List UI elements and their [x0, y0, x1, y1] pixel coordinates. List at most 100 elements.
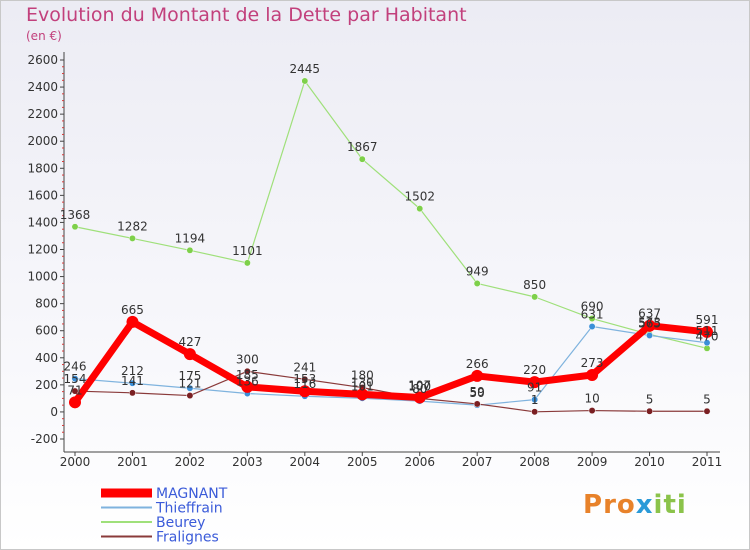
data-label-beurey: 690	[581, 300, 604, 314]
logo-letter: o	[616, 490, 636, 520]
logo-letter: i	[676, 490, 687, 520]
legend-label-thieffrain: Thieffrain	[155, 501, 223, 517]
data-label-beurey: 1867	[347, 140, 378, 154]
data-point-magnant	[643, 319, 656, 332]
data-label-magnant: 665	[121, 303, 144, 317]
x-tick-label: 2002	[175, 455, 206, 469]
x-tick-label: 2006	[404, 455, 435, 469]
y-tick-label: 2600	[27, 53, 58, 67]
data-label-thieffrain: 101	[351, 379, 374, 393]
data-label-magnant: 427	[178, 335, 201, 349]
data-label-beurey: 1194	[175, 231, 206, 245]
data-label-fralignes: 141	[121, 374, 144, 388]
data-label-fralignes: 121	[178, 377, 201, 391]
y-tick-label: 1200	[27, 243, 58, 257]
data-point-magnant	[701, 325, 713, 338]
series-line-magnant	[71, 318, 711, 406]
data-label-magnant: 153	[293, 372, 316, 386]
y-tick-label: 0	[50, 405, 58, 419]
data-label-thieffrain: 50	[470, 386, 485, 400]
x-tick-label: 2010	[634, 455, 665, 469]
data-label-thieffrain: 80	[412, 382, 427, 396]
data-labels: 1368128211941101244518671502949850690573…	[60, 62, 719, 407]
data-point-thieffrain	[703, 339, 711, 347]
y-tick-label: 1000	[27, 270, 58, 284]
data-label-fralignes: 100	[408, 379, 431, 393]
series-line-beurey	[74, 80, 708, 349]
x-tick-label: 2001	[117, 455, 148, 469]
data-label-fralignes: 10	[584, 392, 599, 406]
data-label-beurey: 470	[696, 329, 719, 343]
data-label-fralignes: 1	[531, 393, 539, 407]
data-point-magnant	[471, 369, 484, 382]
data-label-magnant: 637	[638, 307, 661, 321]
data-label-fralignes: 300	[236, 352, 259, 366]
data-label-thieffrain: 212	[121, 364, 144, 378]
data-label-thieffrain: 116	[293, 377, 316, 391]
data-label-thieffrain: 511	[696, 324, 719, 338]
data-label-beurey: 1101	[232, 244, 263, 258]
series-lines	[71, 80, 711, 413]
data-point-beurey	[416, 205, 424, 213]
data-point-magnant	[69, 396, 81, 409]
y-tick-label: 800	[35, 297, 58, 311]
y-tick-label: 400	[35, 351, 58, 365]
legend-label-beurey: Beurey	[156, 515, 205, 531]
data-label-magnant: 130	[351, 375, 374, 389]
data-point-fralignes	[646, 407, 653, 415]
data-point-magnant	[413, 391, 426, 404]
y-tick-label: 600	[35, 324, 58, 338]
data-point-magnant	[586, 368, 599, 381]
data-label-thieffrain: 91	[527, 381, 542, 395]
data-label-magnant: 266	[466, 357, 489, 371]
chart-subtitle: (en €)	[26, 29, 62, 43]
x-tick-label: 2000	[60, 455, 91, 469]
data-point-magnant	[356, 388, 369, 401]
data-label-fralignes: 180	[351, 369, 374, 383]
data-point-beurey	[186, 246, 194, 254]
data-point-beurey	[71, 223, 79, 231]
y-tick-label: 1800	[27, 161, 58, 175]
x-tick-label: 2009	[577, 455, 608, 469]
data-point-magnant	[126, 315, 139, 328]
data-point-beurey	[243, 259, 251, 267]
data-point-beurey	[301, 77, 309, 85]
data-label-thieffrain: 631	[581, 308, 604, 322]
logo-letter: P	[583, 490, 604, 520]
data-label-fralignes: 154	[64, 372, 87, 386]
data-label-beurey: 2445	[290, 62, 321, 76]
data-label-fralignes: 59	[470, 385, 485, 399]
data-point-fralignes	[243, 367, 251, 375]
data-point-magnant	[241, 380, 254, 393]
data-point-beurey	[531, 293, 539, 301]
data-point-magnant	[183, 348, 196, 361]
data-label-magnant: 185	[236, 368, 259, 382]
data-label-magnant: 591	[696, 313, 719, 327]
proxiti-logo: Proxiti	[583, 490, 687, 520]
data-point-magnant	[528, 376, 541, 389]
data-label-thieffrain: 246	[64, 360, 87, 374]
data-label-thieffrain: 136	[236, 375, 259, 389]
data-label-fralignes: 241	[293, 360, 316, 374]
data-label-magnant: 107	[408, 378, 431, 392]
y-tick-label: 2400	[27, 80, 58, 94]
data-label-magnant: 220	[523, 363, 546, 377]
x-tick-label: 2007	[462, 455, 493, 469]
y-tick-label: 1600	[27, 188, 58, 202]
x-tick-label: 2005	[347, 455, 378, 469]
data-point-fralignes	[186, 392, 194, 400]
data-point-fralignes	[531, 408, 539, 416]
data-point-fralignes	[301, 375, 309, 383]
data-label-beurey: 1502	[404, 190, 435, 204]
y-tick-label: -200	[31, 432, 58, 446]
data-point-fralignes	[703, 407, 711, 415]
data-label-beurey: 1368	[60, 208, 91, 222]
data-point-fralignes	[71, 387, 79, 395]
y-tick-label: 200	[35, 378, 58, 392]
series-line-thieffrain	[74, 325, 708, 406]
y-tick-label: 2200	[27, 107, 58, 121]
data-label-thieffrain: 175	[178, 369, 201, 383]
data-point-thieffrain	[646, 332, 653, 339]
data-point-thieffrain	[71, 375, 79, 383]
